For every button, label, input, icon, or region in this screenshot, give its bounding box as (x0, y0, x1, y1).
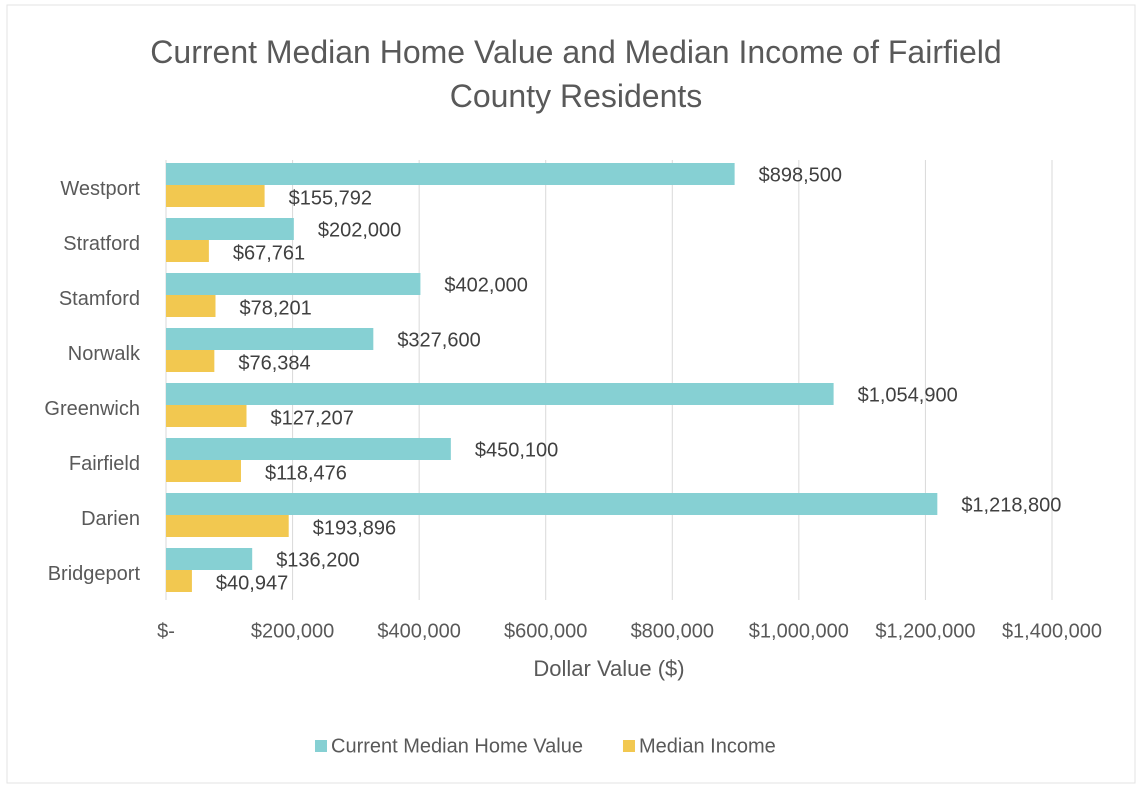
bar (166, 240, 209, 262)
x-axis-title: Dollar Value ($) (533, 656, 684, 681)
x-tick-label: $- (157, 620, 175, 642)
data-label: $1,054,900 (858, 384, 958, 406)
bar (166, 295, 216, 317)
x-tick-label: $200,000 (251, 620, 334, 642)
bar (166, 405, 247, 427)
bar (166, 438, 451, 460)
y-tick-label: Greenwich (44, 398, 140, 420)
x-tick-label: $800,000 (631, 620, 714, 642)
legend-swatch (315, 740, 327, 752)
data-label: $898,500 (759, 164, 842, 186)
data-label: $67,761 (233, 242, 305, 264)
data-label: $402,000 (444, 274, 527, 296)
bar (166, 163, 735, 185)
bar (166, 185, 265, 207)
data-label: $40,947 (216, 572, 288, 594)
legend-swatch (622, 740, 635, 752)
data-label: $202,000 (318, 219, 401, 241)
x-tick-label: $1,200,000 (875, 620, 975, 642)
y-tick-label: Stratford (63, 233, 140, 255)
bar (166, 383, 834, 405)
data-label: $155,792 (289, 187, 372, 209)
legend-label: Median Income (639, 735, 776, 757)
y-tick-label: Darien (81, 508, 140, 530)
bar (166, 328, 374, 350)
data-label: $127,207 (271, 407, 354, 429)
data-label: $450,100 (475, 439, 558, 461)
data-label: $193,896 (313, 517, 396, 539)
bar (166, 460, 241, 482)
y-tick-label: Stamford (59, 288, 140, 310)
x-tick-label: $1,000,000 (749, 620, 849, 642)
chart-title: Current Median Home Value and Median Inc… (150, 34, 1002, 114)
y-tick-label: Fairfield (69, 453, 140, 475)
bar (166, 493, 938, 515)
data-label: $136,200 (276, 549, 359, 571)
bar (166, 273, 421, 295)
bar (166, 218, 294, 240)
y-tick-label: Bridgeport (48, 563, 141, 585)
data-label: $1,218,800 (961, 494, 1061, 516)
x-tick-label: $1,400,000 (1002, 620, 1102, 642)
legend-label: Current Median Home Value (331, 735, 583, 757)
x-tick-label: $600,000 (504, 620, 587, 642)
x-tick-label: $400,000 (377, 620, 460, 642)
data-label: $118,476 (265, 462, 347, 484)
bar (166, 515, 289, 537)
bar (166, 350, 215, 372)
y-tick-label: Westport (60, 178, 140, 200)
data-label: $327,600 (397, 329, 480, 351)
data-label: $78,201 (239, 297, 311, 319)
y-tick-label: Norwalk (68, 343, 141, 365)
bar (166, 548, 253, 570)
data-label: $76,384 (238, 352, 310, 374)
chart-border (6, 4, 1136, 784)
bar (166, 570, 192, 592)
